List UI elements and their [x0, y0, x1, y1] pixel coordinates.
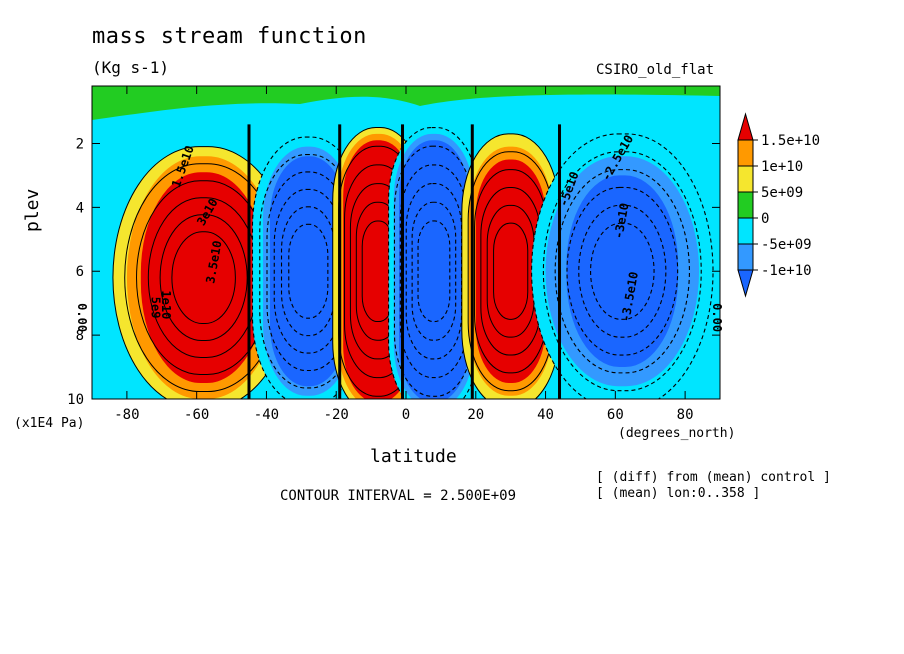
y-tick-label: 2: [76, 136, 84, 152]
circulation-cell-2-layer-3: [269, 156, 347, 387]
contour-line-cell-4-4: [405, 183, 463, 360]
colorbar-segment: [737, 165, 754, 193]
note-diff: [ (diff) from (mean) control ]: [596, 470, 831, 485]
contour-line-cell-2-6: [288, 223, 329, 319]
contour-line-cell-6-4: [566, 186, 679, 356]
y-tick-label: 6: [76, 264, 84, 280]
colorbar-label: 5e+09: [761, 185, 803, 201]
x-axis-units: (degrees_north): [618, 426, 736, 441]
contour-line-cell-4-5: [411, 201, 457, 341]
colorbar-label: -1e+10: [761, 263, 812, 279]
contour-line-cell-6-2: [542, 151, 702, 392]
contour-line-cell-4-3: [399, 164, 469, 379]
chart-units: (Kg s-1): [92, 58, 170, 77]
chart-title: mass stream function: [92, 24, 367, 49]
circulation-cell-5-layer-3: [475, 159, 546, 384]
contour-line-cell-4-1: [388, 126, 480, 399]
x-tick-label: 60: [607, 407, 624, 423]
y-axis-units: (x1E4 Pa): [14, 416, 85, 431]
contour-label-7: 0.00: [710, 303, 724, 332]
circulation-cell-4-layer-3: [399, 140, 469, 399]
contour-label-6: 0.00: [75, 303, 89, 332]
x-tick-label: -20: [324, 407, 349, 423]
x-tick-label: 80: [677, 407, 694, 423]
x-tick-label: -40: [254, 407, 279, 423]
contour-line-cell-6-3: [554, 169, 690, 374]
circulation-cell-6-layer-3: [566, 175, 679, 368]
contour-interval: CONTOUR INTERVAL = 2.500E+09: [280, 488, 517, 504]
x-tick-label: -80: [114, 407, 139, 423]
contour-line-cell-4-6: [417, 220, 451, 323]
x-tick-label: 20: [467, 407, 484, 423]
colorbar-segment: [737, 139, 754, 167]
colorbar-label: 1.5e+10: [761, 133, 820, 149]
x-tick-label: 40: [537, 407, 554, 423]
y-tick-label: 10: [67, 392, 84, 408]
x-tick-label: -60: [184, 407, 209, 423]
x-axis-label: latitude: [370, 446, 457, 467]
y-tick-label: 8: [76, 328, 84, 344]
contour-line-cell-1-6: [171, 231, 236, 324]
colorbar-segment: [737, 217, 754, 245]
contour-line-cell-6-6: [590, 222, 655, 320]
circulation-cell-1-layer-3: [140, 172, 267, 384]
colorbar-label: 1e+10: [761, 159, 803, 175]
contour-line-cell-4-2: [393, 145, 474, 397]
contour-line-cell-5-6: [493, 222, 529, 320]
weak-negative-region: [92, 377, 110, 399]
contour-line-cell-6-5: [578, 204, 667, 338]
note-mean: [ (mean) lon:0..358 ]: [596, 486, 761, 501]
contour-label-2: 1e10: [159, 290, 173, 319]
x-tick-label: 0: [402, 407, 410, 423]
colorbar-bottom-arrow: [737, 269, 754, 298]
colorbar-label: -5e+09: [761, 237, 812, 253]
colorbar-segment: [737, 191, 754, 219]
colorbar-top-arrow: [737, 112, 754, 141]
contour-label-1: 5e9: [148, 297, 162, 319]
contour-line-cell-1-5: [159, 214, 248, 341]
dataset-label: CSIRO_old_flat: [596, 62, 715, 78]
y-tick-label: 4: [76, 200, 84, 216]
colorbar-segment: [737, 243, 754, 271]
contour-label-10: -3e10: [611, 202, 631, 240]
colorbar-label: 0: [761, 211, 769, 227]
